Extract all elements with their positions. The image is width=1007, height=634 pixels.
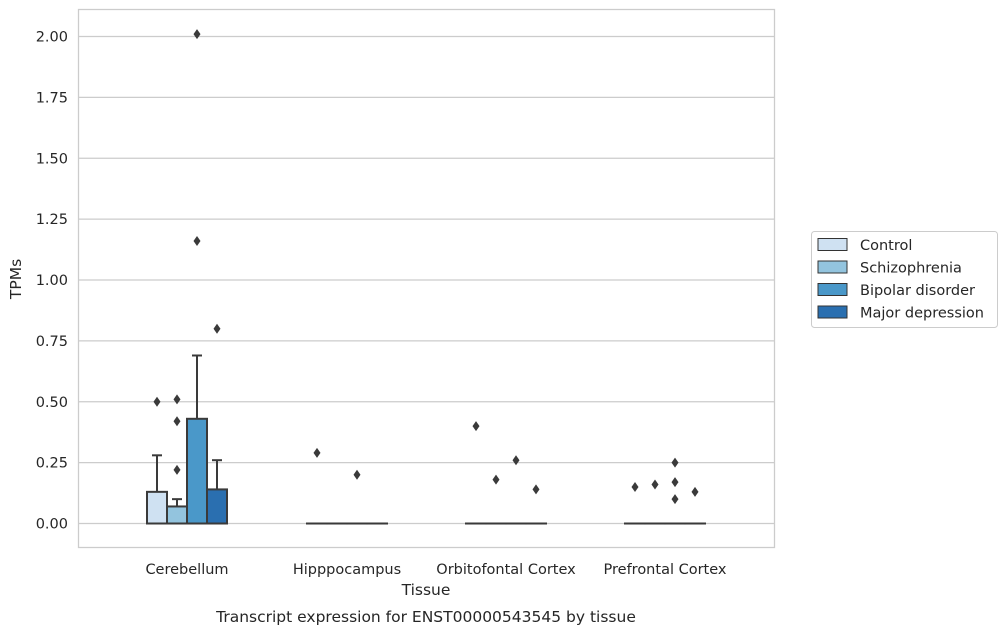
legend-swatch	[817, 260, 848, 274]
outlier-point	[512, 455, 520, 466]
legend: Control Schizophrenia Bipolar disorder Majo…	[811, 231, 998, 328]
outlier-point	[173, 394, 181, 405]
y-tick-label: 1.25	[36, 212, 68, 228]
legend-swatch	[817, 305, 848, 319]
box	[186, 417, 208, 525]
box	[166, 505, 188, 525]
boxes	[146, 354, 706, 525]
x-tick-label: Hipppocampus	[293, 562, 401, 578]
outlier-point	[691, 486, 699, 497]
x-tick-labels: Cerebellum Hipppocampus Orbitofontal Corte…	[145, 562, 726, 578]
legend-label: Major depression	[860, 306, 984, 322]
y-tick-label: 0.50	[36, 395, 68, 411]
x-axis-title: Tissue	[401, 581, 451, 599]
outlier-point	[173, 464, 181, 475]
grid-lines	[78, 35, 774, 525]
chart-caption: Transcript expression for ENST0000054354…	[215, 608, 636, 626]
legend-label: Control	[860, 238, 912, 254]
outlier-point	[631, 481, 639, 492]
outlier-point	[472, 421, 480, 432]
box	[146, 490, 168, 525]
outlier-point	[671, 477, 679, 488]
legend-frame	[811, 231, 998, 328]
outlier-point	[353, 469, 361, 480]
outlier-point	[671, 457, 679, 468]
outlier-point	[492, 474, 500, 485]
outlier-point	[153, 396, 161, 407]
y-tick-label: 0.75	[36, 334, 68, 350]
box	[206, 488, 228, 525]
y-tick-label: 1.75	[36, 90, 68, 106]
y-tick-label: 1.50	[36, 151, 68, 167]
y-axis-title: TPMs	[7, 259, 25, 300]
y-tick-label: 0.00	[36, 517, 68, 533]
outlier-point	[193, 29, 201, 40]
outlier-point	[193, 236, 201, 247]
outlier-point	[671, 494, 679, 505]
y-tick-label: 0.25	[36, 456, 68, 472]
legend-label: Schizophrenia	[860, 261, 962, 277]
y-tick-labels: 0.00 0.25 0.50 0.75 1.00 1.25 1.50 1.75 2.00	[36, 30, 68, 533]
y-tick-label: 2.00	[36, 30, 68, 46]
legend-swatch	[817, 283, 848, 296]
legend-label: Bipolar disorder	[860, 283, 975, 299]
plot-frame	[77, 8, 776, 549]
outlier-point	[313, 447, 321, 458]
y-tick-label: 1.00	[36, 273, 68, 289]
x-tick-label: Cerebellum	[145, 562, 228, 578]
outlier-point	[532, 484, 540, 495]
outliers	[153, 29, 699, 505]
outlier-point	[651, 479, 659, 490]
x-tick-label: Prefrontal Cortex	[604, 562, 727, 578]
outlier-point	[213, 323, 221, 334]
legend-swatch	[817, 238, 848, 251]
outlier-point	[173, 416, 181, 427]
x-tick-label: Orbitofontal Cortex	[436, 562, 576, 578]
